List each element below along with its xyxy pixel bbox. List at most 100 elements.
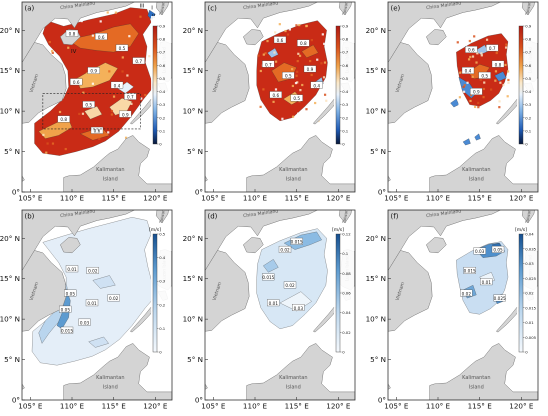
texture-cell — [291, 84, 294, 88]
vietnam-land — [22, 42, 67, 124]
texture-cell — [459, 71, 462, 74]
colorbar-tick-label: 0.9 — [525, 24, 532, 29]
svg-text:0.05: 0.05 — [61, 307, 71, 312]
texture-cell — [121, 70, 124, 73]
x-tick-label: 115° E — [468, 194, 493, 203]
colorbar-unit: [m/s] — [515, 227, 527, 233]
texture-cell — [502, 83, 505, 87]
svg-text:0.9: 0.9 — [473, 90, 480, 95]
colorbar-gradient — [152, 25, 158, 145]
x-tick-label: 120° E — [509, 402, 534, 411]
y-tick-label: 10° N — [183, 315, 203, 324]
svg-text:0.02: 0.02 — [88, 269, 98, 274]
contour-label: 0.9 — [303, 65, 317, 73]
panel-label: (f) — [391, 213, 399, 221]
texture-cell — [310, 38, 313, 42]
colorbar-tick-label: 0.005 — [525, 335, 536, 340]
x-tick-label: 110° E — [426, 194, 451, 203]
svg-text:0.6: 0.6 — [277, 38, 284, 43]
contour-label: 0.015 — [262, 273, 275, 281]
colorbar-tick-label: 0.8 — [342, 37, 349, 42]
x-tick-label: 110° E — [426, 402, 451, 411]
colorbar-gradient — [152, 233, 158, 353]
texture-cell — [262, 88, 265, 91]
texture-cell — [257, 54, 260, 57]
y-tick-label: 20° N — [366, 234, 386, 243]
contour-label: 0.9 — [87, 67, 100, 74]
y-tick-label: 10° N — [0, 107, 20, 116]
colorbar-tick-label: 0.4 — [525, 89, 532, 94]
label-china-mainland: China Mainland — [243, 208, 279, 219]
hainan-land — [426, 29, 447, 46]
y-tick-label: 0° — [378, 188, 386, 197]
y-tick-label: 5° N — [370, 355, 386, 364]
texture-cell — [272, 100, 275, 103]
texture-cell — [114, 11, 118, 14]
texture-cell — [456, 41, 459, 44]
svg-text:0.8: 0.8 — [60, 117, 67, 122]
texture-cell — [458, 103, 461, 106]
svg-text:0.8: 0.8 — [69, 32, 76, 37]
colorbar-tick-label: 0.1 — [342, 128, 349, 133]
svg-text:0.015: 0.015 — [262, 275, 274, 280]
contour-label: 0.9 — [119, 110, 132, 118]
texture-cell — [124, 136, 128, 139]
texture-cell — [51, 51, 54, 54]
label-china-mainland: China Mainland — [60, 0, 96, 11]
texture-cell — [58, 110, 62, 114]
contour-label: 0.4 — [461, 67, 475, 74]
colorbar-tick-label: 0.1 — [342, 251, 349, 256]
colorbar-tick-label: 0 — [525, 350, 528, 355]
borneo-land — [429, 343, 538, 400]
y-tick-label: 15° N — [183, 274, 203, 283]
texture-cell — [480, 54, 483, 57]
texture-cell — [110, 109, 114, 113]
map-panel-b: 0.01 0.02 0.05 0.05 0.01 0.015 0.03 0.02 China M… — [0, 209, 173, 411]
colorbar-gradient — [518, 233, 524, 353]
taiwan-land — [338, 210, 352, 224]
y-tick-label: 5° N — [4, 147, 20, 156]
texture-cell — [297, 112, 300, 115]
vietnam-land — [388, 42, 433, 124]
texture-cell — [471, 55, 475, 58]
texture-cell — [130, 102, 133, 105]
texture-cell — [274, 31, 277, 34]
contour-label: 0.01 — [267, 299, 280, 307]
contour-label: 0.01 — [480, 278, 493, 286]
contour-label: 0.5 — [115, 44, 129, 52]
svg-text:0.7: 0.7 — [489, 46, 496, 51]
contour-label: 0.8 — [491, 60, 505, 68]
contour-label: 0.7 — [124, 92, 137, 100]
colorbar-tick-label: 0.5 — [525, 76, 532, 81]
colorbar-tick-label: 0 — [342, 350, 345, 355]
texture-cell — [323, 93, 327, 96]
map-panel-a: 0.80.60.50.70.90.40.60.70.50.80.60.9IIII… — [0, 0, 173, 203]
label-vietnam: Vietnam — [29, 73, 41, 94]
map-panel-c: 0.6 0.8 0.7 0.5 0.9 0.6 0.5 0.4 China Mainland Vi… — [183, 1, 356, 203]
taiwan-land — [521, 2, 535, 16]
panel-label: (e) — [391, 5, 401, 13]
taiwan-land — [155, 2, 169, 16]
texture-cell — [258, 120, 262, 123]
malaya-land — [205, 383, 208, 390]
contour-label: 0.8 — [297, 39, 310, 47]
svg-text:0.5: 0.5 — [285, 74, 292, 79]
contour-label: 0.02 — [278, 245, 292, 253]
malaya-land — [388, 383, 391, 390]
svg-text:0.4: 0.4 — [465, 69, 472, 74]
y-tick-label: 10° N — [366, 315, 386, 324]
texture-cell — [107, 131, 110, 134]
colorbar-gradient — [335, 233, 341, 353]
svg-text:0.02: 0.02 — [280, 248, 290, 253]
section-marker: I — [151, 5, 153, 11]
svg-text:0.6: 0.6 — [94, 129, 101, 134]
field-region — [475, 44, 489, 55]
texture-cell — [110, 113, 113, 116]
x-tick-label: 115° E — [285, 402, 310, 411]
colorbar-tick-label: 0.035 — [525, 246, 536, 251]
contour-label: 0.5 — [82, 101, 95, 108]
texture-cell — [325, 99, 328, 102]
texture-cell — [506, 70, 510, 73]
